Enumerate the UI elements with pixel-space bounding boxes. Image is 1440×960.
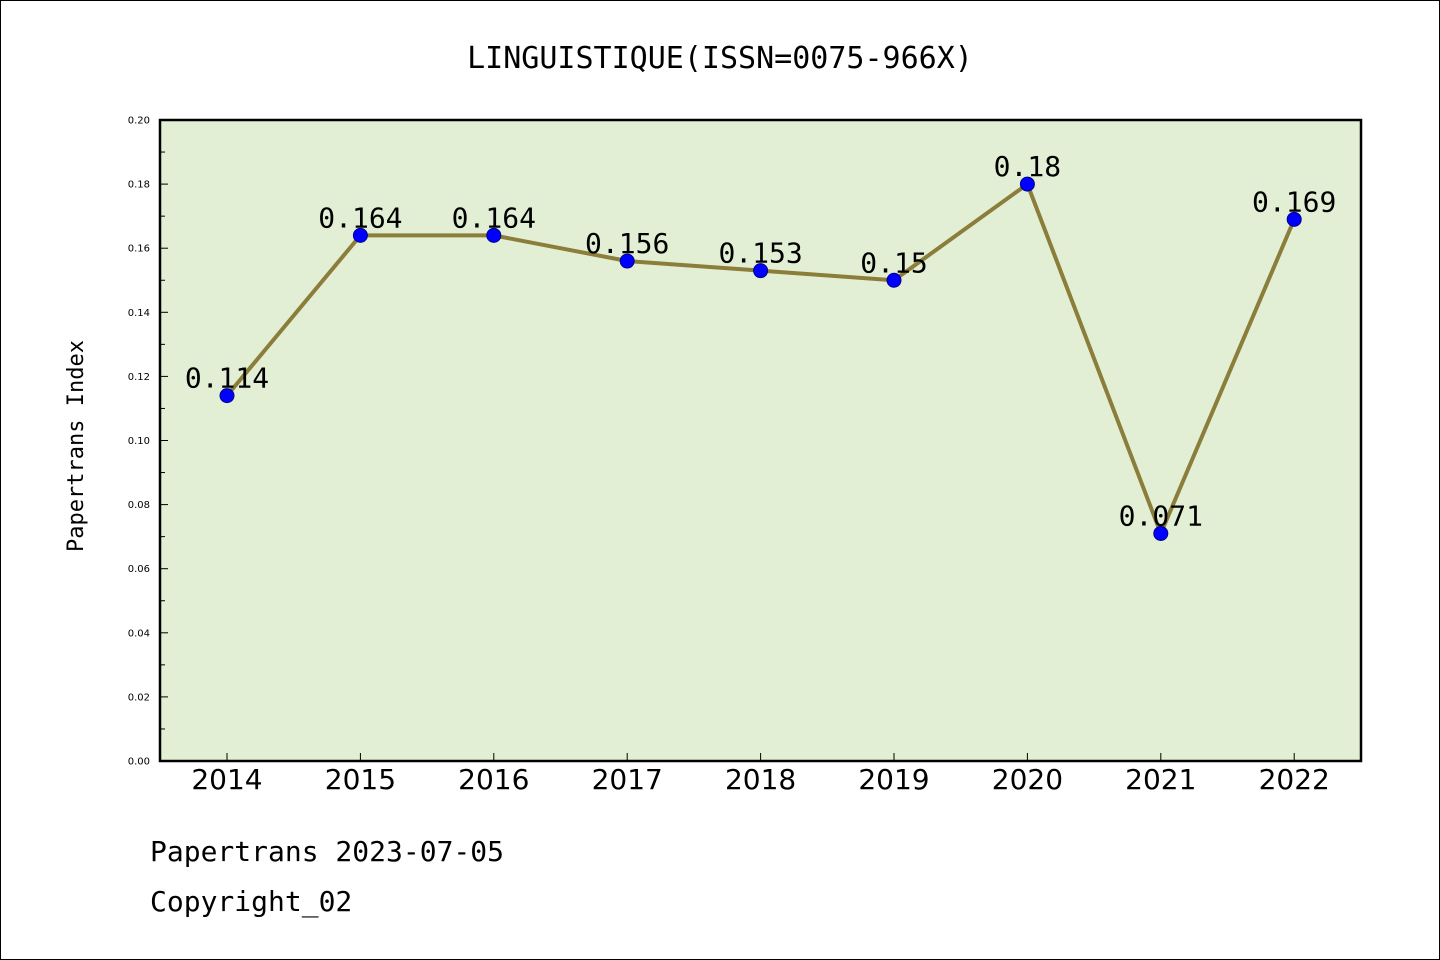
data-point	[753, 263, 769, 279]
data-point	[619, 253, 635, 269]
x-tick-label: 2015	[325, 763, 396, 796]
data-label: 0.164	[318, 201, 402, 234]
plot-border	[158, 118, 1363, 763]
data-label: 0.164	[452, 201, 536, 234]
y-tick-label: 0.10	[128, 436, 150, 447]
data-label: 0.153	[718, 237, 802, 270]
x-tick-label: 2014	[191, 763, 262, 796]
x-tick-label: 2019	[858, 763, 929, 796]
data-point	[352, 227, 368, 243]
data-label: 0.169	[1252, 185, 1336, 218]
x-tick-label: 2020	[992, 763, 1063, 796]
y-tick-label: 0.00	[128, 757, 150, 768]
y-tick-label: 0.16	[128, 244, 150, 255]
x-tick-label: 2018	[725, 763, 796, 796]
plot-area	[160, 120, 1361, 761]
data-labels: 0.114 0.164 0.164 0.156 0.153 0.15 0.18 0.071 0.…	[185, 150, 1336, 532]
y-tick-label: 0.12	[128, 372, 150, 383]
data-point	[486, 227, 502, 243]
data-label: 0.15	[860, 246, 927, 279]
data-point	[219, 388, 235, 404]
x-tick-label: 2017	[592, 763, 663, 796]
footer-copyright: Copyright_02	[150, 885, 353, 918]
data-point	[1019, 176, 1035, 192]
y-tick-label: 0.04	[128, 628, 150, 639]
x-tick-label: 2021	[1125, 763, 1196, 796]
chart-title: LINGUISTIQUE(ISSN=0075-966X)	[467, 41, 973, 76]
y-axis-label: Papertrans Index	[64, 340, 89, 552]
x-axis-ticks: 2014 2015 2016 2017 2018 2019 2020 2021 2022	[191, 753, 1330, 796]
x-tick-label: 2016	[458, 763, 529, 796]
data-label: 0.114	[185, 362, 269, 395]
data-point	[1153, 525, 1169, 541]
data-point	[886, 272, 902, 288]
data-point-markers	[219, 176, 1302, 541]
y-tick-label: 0.20	[128, 116, 150, 127]
data-label: 0.071	[1119, 499, 1203, 532]
footer-date: Papertrans 2023-07-05	[150, 835, 505, 868]
y-tick-label: 0.08	[128, 500, 150, 511]
y-tick-label: 0.02	[128, 692, 150, 703]
x-tick-label: 2022	[1259, 763, 1330, 796]
data-label: 0.18	[994, 150, 1061, 183]
y-tick-label: 0.06	[128, 564, 150, 575]
data-point	[1286, 211, 1302, 227]
y-tick-label: 0.18	[128, 180, 150, 191]
data-label: 0.156	[585, 227, 669, 260]
y-tick-label: 0.14	[128, 308, 150, 319]
